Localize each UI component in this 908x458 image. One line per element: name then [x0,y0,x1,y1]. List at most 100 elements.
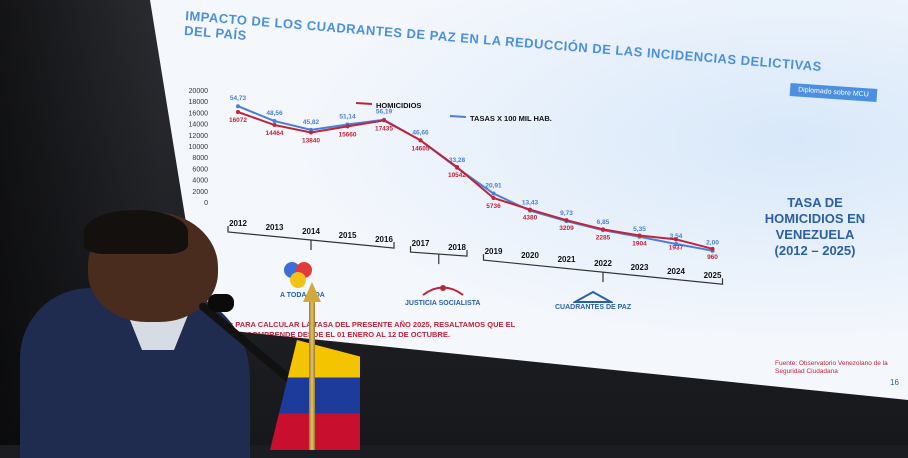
logo-text: A TODA VIDA [280,292,325,299]
homicides-series-point [564,218,569,223]
y-tick-label: 20000 [189,88,209,95]
rate-series-data-label: 51,14 [339,114,356,121]
homicides-series-data-label: 2285 [596,234,611,241]
homicides-series-data-label: 14464 [265,130,283,137]
homicide-line-chart: 2000018000160001400012000100008000600040… [189,88,724,285]
justicia-socialista-logo: JUSTICIA SOCIALISTA [405,280,480,307]
rate-series-data-label: 33,28 [449,157,466,164]
rate-series-point [491,191,496,196]
rate-series-data-label: 3,54 [670,233,683,240]
homicides-series-point [309,130,313,135]
x-tick-label: 2018 [448,243,466,252]
shield-icon [573,290,614,303]
homicides-series-data-label: 1904 [632,241,647,248]
scales-icon [422,285,464,296]
flag-pole [309,290,315,450]
x-tick-label: 2020 [521,251,539,260]
homicides-series-data-label: 3209 [559,225,574,232]
homicides-series-data-label: 10542 [448,172,466,179]
rate-series-data-label: 20,91 [485,183,502,190]
rate-series-data-label: 48,56 [266,110,283,117]
y-tick-label: 8000 [192,155,208,162]
period-brace [227,226,395,251]
homicides-series-point [272,123,277,128]
legend-homicides-swatch [355,102,373,105]
homicides-series-point [601,227,605,232]
period-brace [409,246,468,265]
x-tick-label: 2022 [594,259,612,268]
rate-series-data-label: 54,73 [230,95,247,102]
x-tick-label: 2015 [339,231,357,240]
homicides-series-data-label: 1937 [669,244,684,251]
y-tick-label: 2000 [192,189,208,196]
logo-text: JUSTICIA SOCIALISTA [405,300,481,307]
homicides-series-point [418,138,423,143]
rate-series-data-label: 56,19 [376,109,393,116]
rate-series-point [272,119,277,124]
rate-heading: TASA DE HOMICIDIOS EN VENEZUELA (2012 – … [740,195,890,259]
x-tick-label: 2017 [412,239,430,248]
homicides-series-point [491,195,496,200]
rate-series-point [236,104,240,109]
rate-heading-line: (2012 – 2025) [774,243,856,258]
homicides-series-data-label: 17435 [375,125,393,132]
rate-series-line [237,105,713,252]
rate-heading-line: TASA DE [787,195,843,210]
x-tick-label: 2023 [631,263,649,272]
rate-series-data-label: 9,73 [560,210,573,217]
x-tick-label: 2016 [375,235,393,244]
homicides-series-point [236,109,240,114]
homicides-series-line [237,111,713,250]
screen-sheen [150,0,908,400]
x-tick-label: 2014 [302,227,320,236]
y-tick-label: 6000 [192,166,208,173]
homicides-series-data-label: 5736 [486,203,501,210]
rate-series-data-label: 6,85 [597,219,610,226]
logo-text: CUADRANTES DE PAZ [555,304,632,311]
rate-series-data-label: 5,35 [633,226,646,233]
rate-series-point [674,241,678,246]
homicides-series-data-label: 13840 [302,138,320,145]
x-tick-label: 2013 [266,223,284,232]
cuadrantes-de-paz-logo: CUADRANTES DE PAZ [555,290,631,311]
homicides-series-point [455,165,459,170]
rate-series-data-label: 2,00 [706,240,719,247]
y-tick-label: 16000 [189,110,209,117]
homicides-series-data-label: 15660 [338,131,356,138]
homicides-series-point [674,237,678,242]
rate-heading-line: VENEZUELA [775,227,855,242]
flower-icon [282,262,322,292]
homicides-series-point [710,246,715,251]
legend-homicides-label: HOMICIDIOS [376,101,421,110]
speaker-hair [84,210,188,254]
x-tick-label: 2025 [704,271,722,280]
projection-screen: IMPACTO DE LOS CUADRANTES DE PAZ EN LA R… [150,0,908,400]
y-tick-label: 4000 [192,178,208,185]
homicides-series-data-label: 960 [707,254,718,261]
homicides-series-point [382,118,386,123]
y-tick-label: 18000 [189,99,209,106]
homicides-series-data-label: 14605 [411,145,429,152]
x-tick-label: 2024 [667,267,685,276]
legend-rate-swatch [449,115,467,118]
a-toda-vida-logo: A TODA VIDA [280,262,325,299]
microphone-icon [208,294,234,312]
period-brace [482,254,724,285]
rate-heading-line: HOMICIDIOS EN [764,211,866,226]
x-tick-label: 2021 [558,255,576,264]
y-tick-label: 0 [204,200,208,207]
homicides-series-data-label: 4380 [523,215,538,222]
x-tick-label: 2012 [229,219,247,228]
homicides-series-point [345,124,350,129]
calculation-note: NOTA: PARA CALCULAR LA TASA DEL PRESENTE… [210,320,516,339]
homicides-series-point [528,207,532,212]
homicides-series-data-label: 16072 [229,117,247,124]
y-tick-label: 12000 [189,133,209,140]
homicides-series-point [637,233,642,238]
page-number: 16 [890,378,899,387]
legend-rate-label: TASAS X 100 MIL HAB. [470,114,552,123]
x-tick-label: 2019 [485,247,503,256]
rate-series-data-label: 46,66 [412,129,429,136]
rate-series-data-label: 45,82 [303,119,320,126]
rate-series-data-label: 13,43 [522,200,539,207]
